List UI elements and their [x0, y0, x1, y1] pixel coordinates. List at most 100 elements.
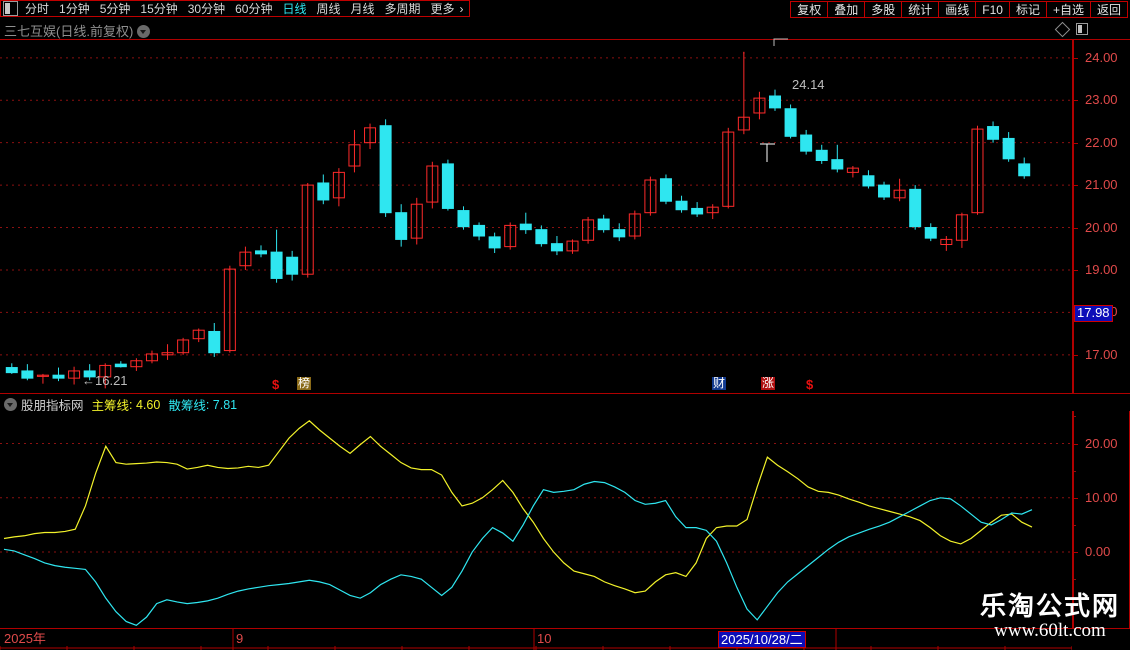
candle-13 [208, 322, 221, 357]
period-tab-4[interactable]: 30分钟 [187, 1, 226, 16]
indicator-tick-mark-1 [1073, 497, 1078, 499]
diamond-icon[interactable] [1054, 21, 1071, 38]
chevron-down-circle-icon[interactable] [4, 398, 17, 411]
period-tab-1[interactable]: 1分钟 [59, 1, 90, 16]
price-chart-pane[interactable]: 24.14 ←16.21 [0, 39, 1073, 393]
panel-layout-icon[interactable] [3, 1, 18, 16]
price-tick-4: 20.00 [1085, 219, 1118, 235]
toolbar-button-6[interactable]: 标记 [1009, 1, 1047, 18]
candle-35 [550, 236, 563, 256]
price-tick-2: 22.00 [1085, 134, 1118, 150]
candle-29 [457, 206, 470, 230]
indicator-minor-tick-1 [1073, 470, 1076, 472]
candle-59 [924, 223, 937, 242]
indicator-series-0-value: 4.60 [135, 397, 161, 412]
period-tab-3[interactable]: 15分钟 [140, 1, 178, 16]
candle-47 [737, 51, 750, 135]
candle-51 [800, 129, 813, 155]
candlestick-canvas [0, 51, 1072, 389]
candle-44 [691, 202, 704, 217]
indicator-header[interactable]: 股朋指标网 主筹线: 4.60 散筹线: 7.81 [0, 393, 1130, 413]
toolbar-button-4[interactable]: 画线 [939, 1, 977, 18]
candle-61 [955, 212, 968, 248]
price-tick-mark-2 [1073, 142, 1078, 144]
candle-31 [488, 232, 501, 253]
event-marker-4[interactable]: $ [806, 377, 814, 392]
candle-24 [379, 119, 392, 217]
candle-63 [987, 121, 1000, 143]
candle-15 [239, 246, 252, 270]
toolbar-button-2[interactable]: 多股 [865, 1, 903, 18]
candle-22 [348, 129, 361, 173]
candle-46 [722, 127, 735, 209]
candle-50 [784, 104, 797, 139]
candle-38 [597, 214, 610, 233]
price-tick-3: 21.00 [1085, 177, 1118, 193]
chevron-right-icon[interactable]: › [459, 1, 464, 16]
toolbar-spacer [470, 0, 791, 19]
date-label-0: 2025年 [4, 631, 46, 646]
toolbar-button-5[interactable]: F10 [976, 1, 1010, 18]
candle-0 [5, 363, 18, 374]
period-tab-6[interactable]: 日线 [282, 1, 307, 16]
candle-17 [270, 229, 283, 283]
toolbar-button-8[interactable]: 返回 [1090, 1, 1128, 18]
toolbar-button-3[interactable]: 统计 [902, 1, 940, 18]
period-tab-9[interactable]: 多周期 [384, 1, 421, 16]
period-tab-2[interactable]: 5分钟 [99, 1, 131, 16]
stock-name[interactable]: 三七互娱(日线.前复权) [4, 21, 151, 40]
price-tick-mark-0 [1073, 57, 1078, 59]
candle-33 [519, 212, 532, 234]
indicator-chart-pane[interactable] [0, 411, 1073, 628]
indicator-axis-rule [1073, 411, 1074, 628]
candle-37 [582, 216, 595, 244]
low-price-annotation: ←16.21 [82, 373, 128, 388]
price-tick-mark-5 [1073, 269, 1078, 271]
price-tick-mark-7 [1073, 354, 1078, 356]
event-marker-3[interactable]: 涨 [761, 377, 776, 390]
toolbar-button-7[interactable]: +自选 [1046, 1, 1091, 18]
period-tab-7[interactable]: 周线 [316, 1, 341, 16]
candle-43 [675, 195, 688, 213]
candle-40 [628, 210, 641, 240]
candle-52 [815, 144, 828, 164]
period-tab-8[interactable]: 月线 [350, 1, 375, 16]
candle-16 [255, 245, 267, 258]
indicator-tick-0: 20.00 [1085, 435, 1118, 451]
toolbar-button-1[interactable]: 叠加 [828, 1, 866, 18]
date-label-1: 9 [236, 631, 244, 646]
candle-1 [21, 364, 34, 381]
event-marker-2[interactable]: 财 [712, 377, 727, 390]
current-price-badge: 17.98 [1074, 305, 1113, 323]
date-axis-ticks [0, 629, 1072, 650]
event-marker-1[interactable]: 榜 [297, 377, 312, 390]
candle-19 [301, 182, 314, 278]
candle-27 [426, 161, 439, 209]
price-tick-1: 23.00 [1085, 92, 1118, 108]
toolbar-actions: 复权 叠加 多股 统计 画线 F10 标记 +自选 返回 [790, 1, 1128, 18]
candle-57 [893, 178, 906, 202]
indicator-tick-1: 10.00 [1085, 489, 1118, 505]
candle-4 [68, 366, 81, 385]
price-axis-rule [1073, 40, 1074, 393]
candle-21 [332, 168, 345, 207]
period-tab-10[interactable]: 更多 [430, 1, 455, 16]
period-tab-5[interactable]: 60分钟 [235, 1, 273, 16]
event-marker-0[interactable]: $ [272, 377, 280, 392]
candle-34 [535, 225, 548, 247]
panel-layout-icon[interactable] [1076, 23, 1088, 35]
candle-64 [1002, 132, 1015, 162]
candle-26 [410, 197, 423, 245]
candle-2 [36, 373, 49, 384]
high-price-annotation: 24.14 [792, 77, 825, 92]
chevron-down-circle-icon[interactable] [137, 25, 151, 38]
price-tick-mark-3 [1073, 185, 1078, 187]
toolbar-button-0[interactable]: 复权 [790, 1, 829, 18]
candle-18 [286, 250, 299, 281]
candle-32 [504, 222, 517, 250]
period-tab-0[interactable]: 分时 [25, 1, 50, 16]
indicator-minor-tick-2 [1073, 524, 1076, 526]
candle-6 [99, 363, 112, 389]
stock-title-bar: 三七互娱(日线.前复权) [0, 19, 1130, 39]
candle-65 [1018, 157, 1031, 179]
